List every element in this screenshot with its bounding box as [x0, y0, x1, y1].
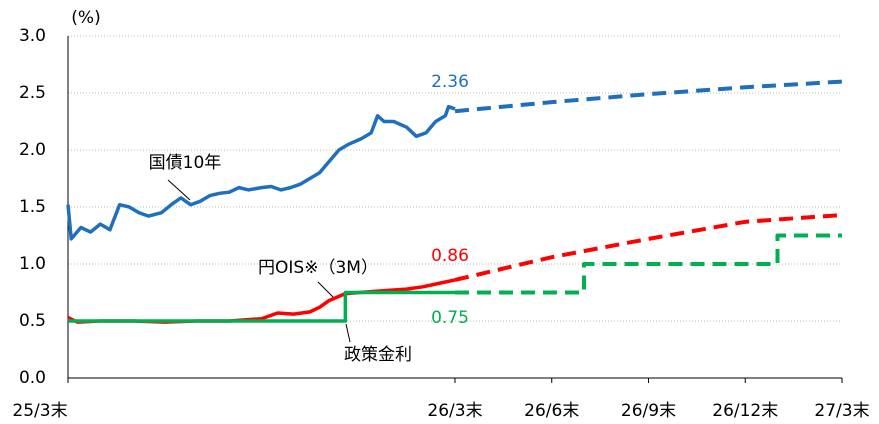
y-tick-label: 2.5 [19, 83, 46, 103]
leader-line [317, 281, 335, 299]
series-line [454, 212, 843, 282]
series-line [68, 290, 455, 323]
y-tick-label: 1.5 [19, 197, 46, 217]
x-tick-label: 26/12末 [712, 401, 778, 421]
x-tick-label: 26/6末 [524, 401, 579, 421]
y-tick-label: 3.0 [19, 26, 46, 46]
x-tick-label: 26/3末 [427, 401, 482, 421]
annotation: 2.36 [431, 72, 469, 92]
series-name: 円OIS※（3M） [258, 258, 378, 278]
x-tick-label: 27/3末 [814, 401, 869, 421]
y-unit: (%) [71, 8, 100, 28]
series-line [67, 278, 456, 324]
series-name: 国債10年 [149, 153, 222, 173]
series-line [454, 79, 843, 114]
leader-line [167, 179, 191, 201]
series-line [66, 104, 456, 241]
annotation: 0.75 [431, 308, 469, 328]
x-tick-label: 25/3末 [12, 401, 67, 421]
series-line [455, 233, 842, 295]
y-tick-label: 0.5 [19, 311, 46, 331]
y-tick-label: 0.0 [19, 368, 46, 388]
leader-line [345, 323, 351, 343]
y-tick-label: 1.0 [19, 254, 46, 274]
annotation: 0.86 [431, 246, 469, 266]
y-tick-label: 2.0 [19, 140, 46, 160]
x-tick-label: 26/9末 [621, 401, 676, 421]
series-name: 政策金利 [344, 345, 412, 365]
